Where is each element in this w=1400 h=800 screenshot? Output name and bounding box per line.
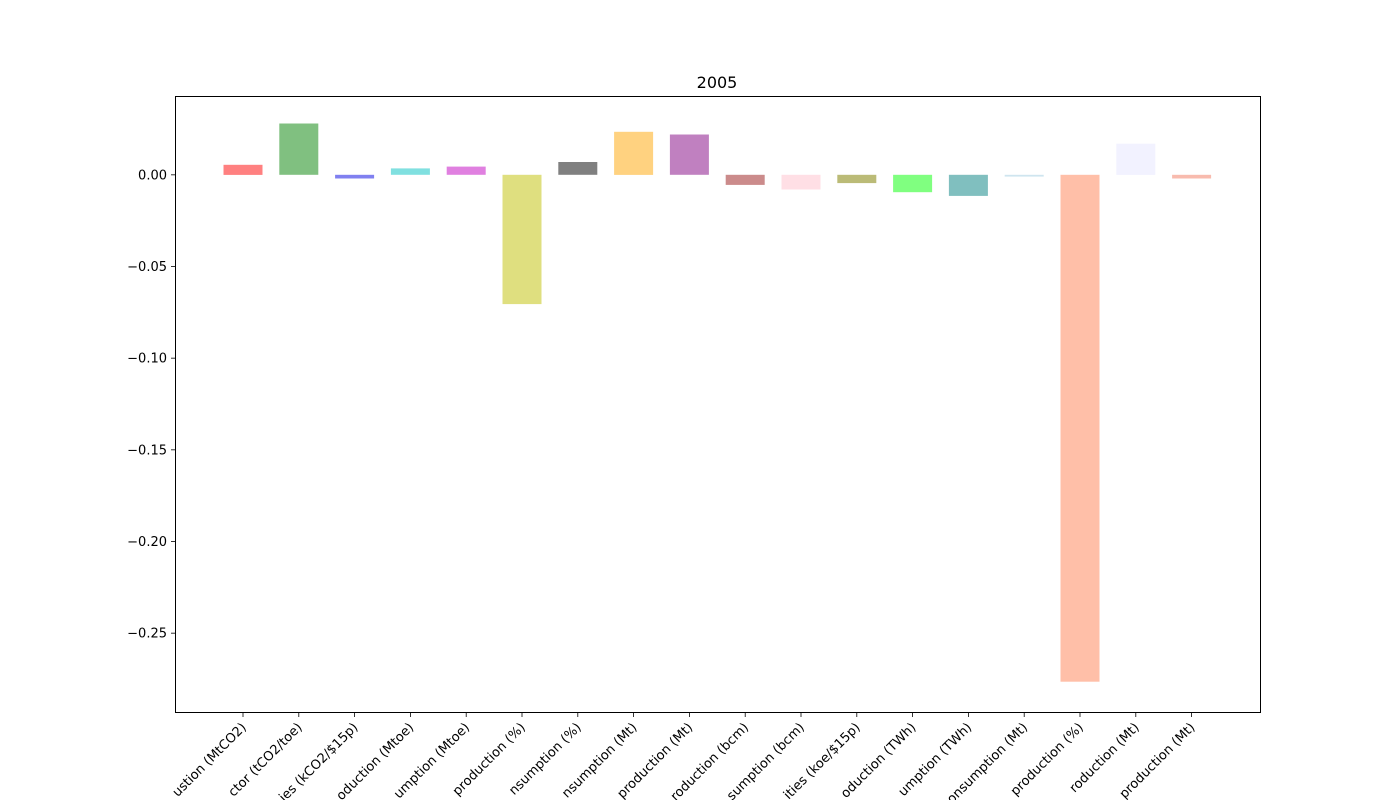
y-tick-label: −0.25 (127, 627, 167, 642)
bar-6 (502, 174, 542, 305)
bar-13 (893, 174, 933, 193)
bar-12 (837, 174, 877, 184)
y-tick-label: −0.05 (127, 260, 167, 275)
y-tick-label: 0.00 (138, 168, 167, 183)
bar-4 (390, 168, 430, 175)
bar-15 (1004, 174, 1044, 177)
bar-7 (558, 162, 598, 175)
bar-10 (725, 174, 765, 185)
bar-1 (223, 164, 263, 175)
bar-9 (669, 134, 709, 175)
bar-2 (279, 123, 319, 175)
bars-group (223, 123, 1212, 682)
y-tick-label: −0.15 (127, 443, 167, 458)
x-axis: ustion (MtCO2)ctor (tCO2/toe)ies (kCO2/$… (170, 712, 1198, 800)
bar-3 (335, 174, 375, 179)
bar-14 (948, 174, 988, 196)
bar-17 (1116, 143, 1156, 175)
bar-8 (614, 131, 654, 175)
y-axis: 0.00 −0.05 −0.10 −0.15 −0.20 −0.25 (127, 168, 176, 642)
bar-5 (446, 166, 486, 175)
bar-16 (1060, 174, 1100, 682)
bar-18 (1172, 174, 1212, 179)
plot-frame (175, 96, 1261, 713)
y-tick-label: −0.20 (127, 535, 167, 550)
bar-11 (781, 174, 821, 190)
chart-title: 2005 (697, 73, 738, 92)
y-tick-label: −0.10 (127, 352, 167, 367)
